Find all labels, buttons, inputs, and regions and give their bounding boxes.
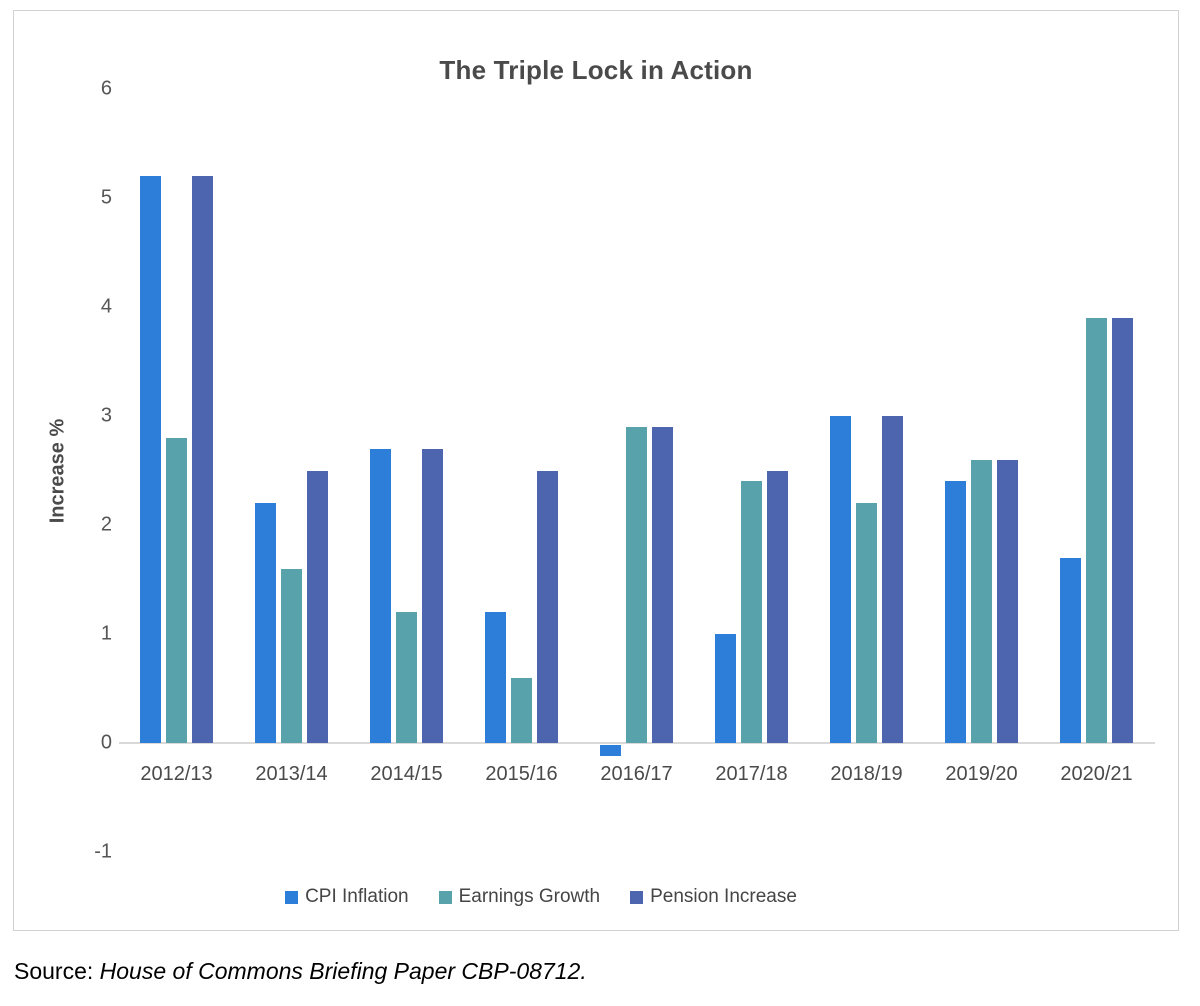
legend-label: Earnings Growth bbox=[458, 886, 601, 907]
legend: CPI Inflation Earnings Growth Pension Incr… bbox=[14, 886, 1178, 908]
bar-cpi-inflation bbox=[600, 745, 621, 756]
bar-pension-increase bbox=[652, 426, 673, 743]
bar-earnings-growth bbox=[856, 503, 877, 743]
bar-cpi-inflation bbox=[945, 481, 966, 743]
chart-frame: The Triple Lock in Action Increase % 6 5 4… bbox=[13, 10, 1179, 931]
y-tick-label: 2 bbox=[100, 513, 112, 536]
bar-earnings-growth bbox=[281, 568, 302, 743]
source-prefix: Source: bbox=[14, 958, 100, 984]
bar-earnings-growth bbox=[1086, 317, 1107, 743]
bar-earnings-growth bbox=[511, 677, 532, 743]
legend-label: CPI Inflation bbox=[305, 886, 409, 907]
chart-title: The Triple Lock in Action bbox=[439, 55, 753, 85]
bar-cpi-inflation bbox=[255, 503, 276, 743]
y-tick-label: -1 bbox=[94, 840, 112, 863]
bar-pension-increase bbox=[882, 416, 903, 743]
bar-pension-increase bbox=[422, 448, 443, 743]
bar-pension-increase bbox=[1112, 317, 1133, 743]
bar-pension-increase bbox=[307, 470, 328, 743]
x-tick-label: 2012/13 bbox=[140, 763, 213, 785]
x-tick-label: 2018/19 bbox=[830, 763, 903, 785]
bar-earnings-growth bbox=[396, 612, 417, 743]
bar-cpi-inflation bbox=[1060, 557, 1081, 743]
bar-cpi-inflation bbox=[715, 634, 736, 743]
legend-item-pension-increase: Pension Increase bbox=[630, 886, 797, 908]
y-tick-label: 0 bbox=[100, 731, 112, 754]
bar-cpi-inflation bbox=[370, 448, 391, 743]
bar-earnings-growth bbox=[971, 459, 992, 743]
y-tick-label: 6 bbox=[100, 77, 112, 100]
legend-swatch-earnings-growth bbox=[438, 890, 452, 904]
x-tick-label: 2020/21 bbox=[1060, 763, 1133, 785]
bar-cpi-inflation bbox=[140, 176, 161, 743]
y-tick-label: 5 bbox=[100, 186, 112, 209]
x-tick-label: 2016/17 bbox=[600, 763, 673, 785]
legend-label: Pension Increase bbox=[650, 886, 797, 907]
x-tick-label: 2017/18 bbox=[715, 763, 788, 785]
bar-pension-increase bbox=[767, 470, 788, 743]
legend-item-cpi-inflation: CPI Inflation bbox=[285, 886, 409, 908]
x-tick-label: 2013/14 bbox=[255, 763, 328, 785]
bar-pension-increase bbox=[192, 176, 213, 743]
x-tick-label: 2014/15 bbox=[370, 763, 443, 785]
x-axis-line bbox=[119, 742, 1155, 744]
legend-swatch-pension-increase bbox=[630, 890, 644, 904]
legend-item-earnings-growth: Earnings Growth bbox=[438, 886, 601, 908]
y-axis-title: Increase % bbox=[46, 418, 69, 524]
bar-earnings-growth bbox=[741, 481, 762, 743]
y-tick-label: 4 bbox=[100, 295, 112, 318]
bar-cpi-inflation bbox=[830, 416, 851, 743]
bar-pension-increase bbox=[997, 459, 1018, 743]
y-tick-label: 3 bbox=[100, 404, 112, 427]
y-tick-label: 1 bbox=[100, 622, 112, 645]
source-note: Source: House of Commons Briefing Paper … bbox=[14, 958, 587, 985]
bar-earnings-growth bbox=[626, 426, 647, 743]
source-reference: House of Commons Briefing Paper CBP-0871… bbox=[99, 958, 587, 984]
legend-swatch-cpi-inflation bbox=[285, 890, 299, 904]
x-tick-label: 2019/20 bbox=[945, 763, 1018, 785]
x-tick-label: 2015/16 bbox=[485, 763, 558, 785]
bar-cpi-inflation bbox=[485, 612, 506, 743]
bar-pension-increase bbox=[537, 470, 558, 743]
bar-earnings-growth bbox=[166, 437, 187, 743]
